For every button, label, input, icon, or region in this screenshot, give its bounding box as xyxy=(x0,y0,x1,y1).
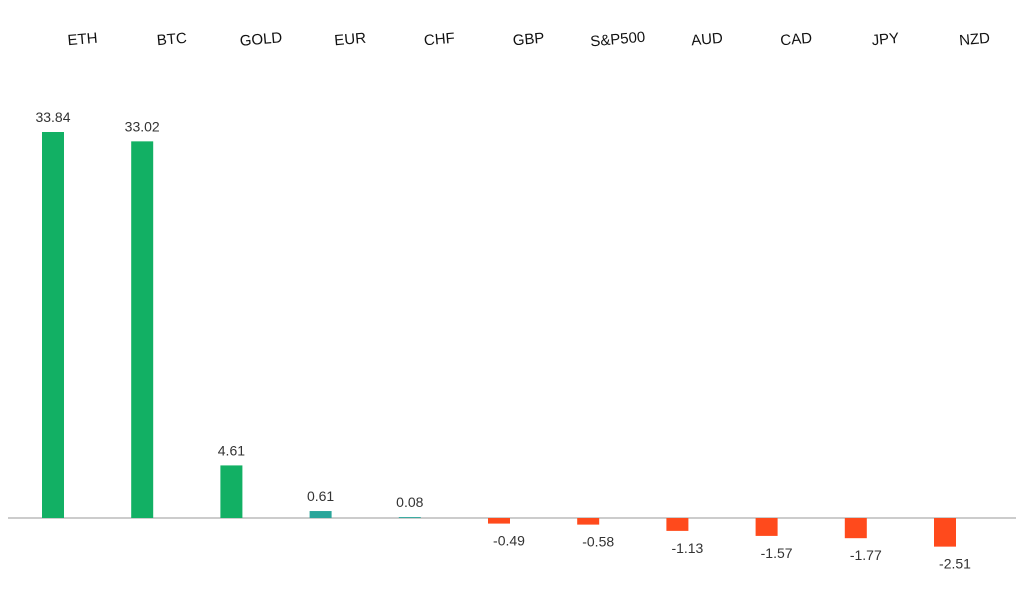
category-label-cad: CAD xyxy=(780,30,813,50)
bar-eur xyxy=(309,511,332,518)
category-label-gbp: GBP xyxy=(512,30,545,50)
value-label-gold: 4.61 xyxy=(218,442,245,458)
bar-nzd xyxy=(934,518,956,547)
category-label-nzd: NZD xyxy=(959,30,991,50)
bar-jpy xyxy=(844,518,867,539)
bar-btc xyxy=(131,141,154,518)
category-label-s-p500: S&P500 xyxy=(590,29,646,51)
bar-s-p500 xyxy=(577,518,600,525)
bars xyxy=(42,132,956,547)
category-label-gold: GOLD xyxy=(239,29,283,50)
value-label-jpy: -1.77 xyxy=(850,547,882,563)
bar-cad xyxy=(755,518,778,536)
value-label-cad: -1.57 xyxy=(761,545,793,561)
category-label-btc: BTC xyxy=(156,30,188,50)
category-label-chf: CHF xyxy=(423,30,455,50)
category-label-eth: ETH xyxy=(67,30,98,50)
value-label-aud: -1.13 xyxy=(671,540,703,556)
bar-gbp xyxy=(488,518,510,524)
value-label-chf: 0.08 xyxy=(396,494,423,510)
value-label-btc: 33.02 xyxy=(125,118,160,134)
value-label-eur: 0.61 xyxy=(307,488,334,504)
value-label-s-p500: -0.58 xyxy=(582,534,614,550)
category-label-eur: EUR xyxy=(334,30,367,50)
value-labels: 33.84 33.02 4.61 0.61 0.08 -0.49 -0.58 -1.13 -1.… xyxy=(35,109,971,572)
category-labels: ETH BTC GOLD EUR CHF GBP S&P500 AUD CAD JPY NZD xyxy=(67,29,991,51)
bar-chf xyxy=(398,517,421,518)
bar-eth xyxy=(42,132,64,518)
value-label-eth: 33.84 xyxy=(35,109,70,125)
value-label-gbp: -0.49 xyxy=(493,533,525,549)
category-label-aud: AUD xyxy=(690,30,723,50)
category-label-jpy: JPY xyxy=(871,30,900,49)
bar-aud xyxy=(666,518,689,531)
value-label-nzd: -2.51 xyxy=(939,556,971,572)
bar-gold xyxy=(220,465,243,518)
